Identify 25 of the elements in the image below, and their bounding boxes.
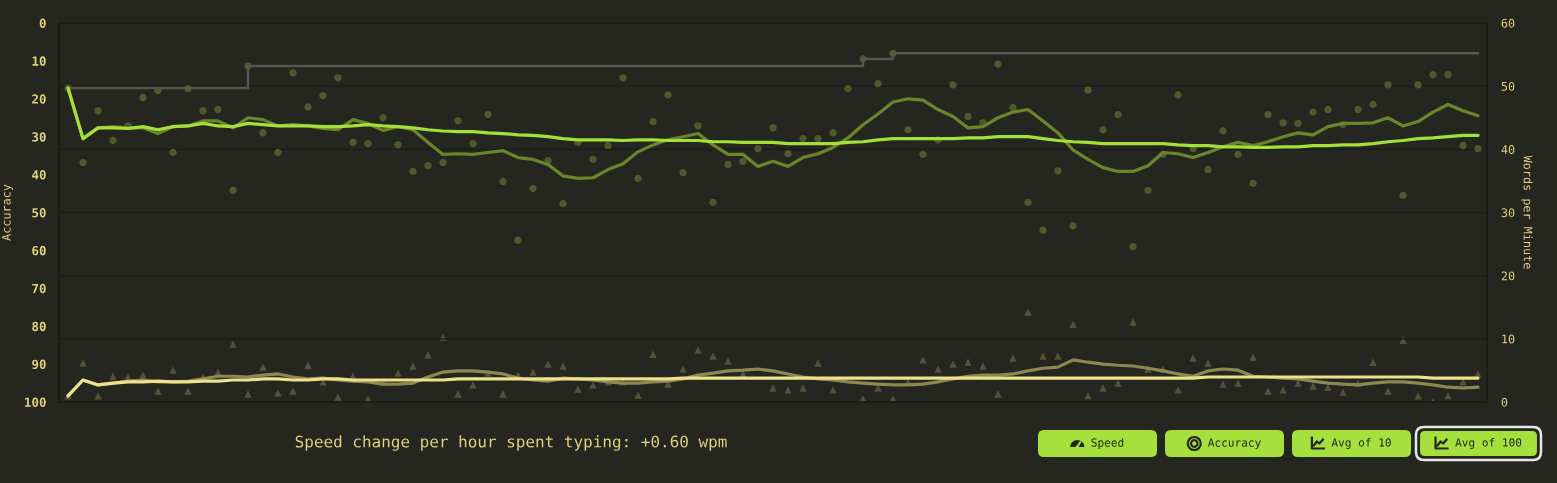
y-tick-label: 30: [32, 132, 46, 142]
text: Speed: [1091, 438, 1124, 449]
y2-axis-title: Words per Minute: [1521, 155, 1533, 269]
y-tick-label: 0: [39, 18, 46, 28]
y-tick-label: 40: [32, 170, 46, 180]
y-tick-label: 10: [32, 56, 46, 66]
text: Avg of 100: [1455, 438, 1522, 449]
y2-tick-label: 30: [1501, 208, 1515, 218]
y2-tick-label: 60: [1501, 18, 1515, 28]
y2-tick-label: 20: [1501, 271, 1515, 281]
text: Speed change per hour spent typing: +0.60 wpm: [295, 435, 727, 451]
y-tick-label: 70: [32, 283, 46, 294]
y2-tick-label: 10: [1502, 334, 1515, 344]
y-tick-label: 50: [32, 207, 46, 218]
y-tick-label: 90: [32, 359, 46, 370]
text: Accuracy: [1207, 438, 1261, 449]
y2-tick-label: 0: [1501, 397, 1508, 407]
y-tick-label: 80: [32, 321, 46, 332]
y-tick-label: 60: [32, 245, 46, 256]
y-tick-label: 100: [25, 397, 46, 407]
y2-tick-label: 40: [1501, 145, 1515, 155]
text: Avg of 10: [1331, 438, 1391, 449]
y-axis-title: Accuracy: [1, 184, 13, 241]
y2-tick-label: 50: [1501, 81, 1515, 91]
y-tick-label: 20: [32, 94, 46, 104]
